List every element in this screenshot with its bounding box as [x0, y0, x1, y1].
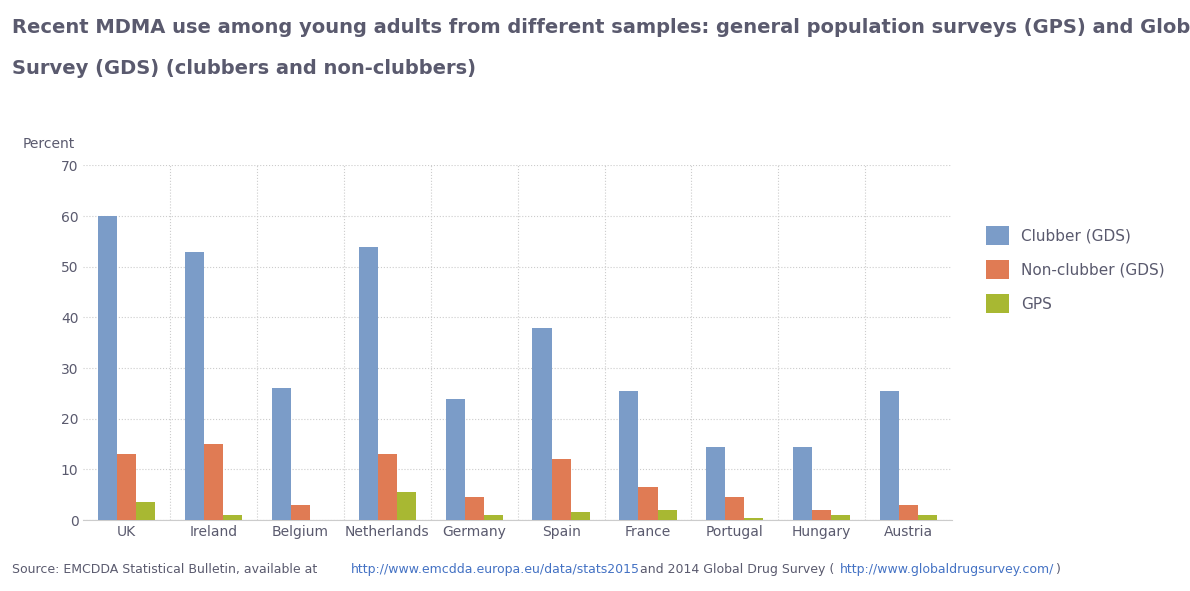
Bar	[532, 327, 551, 520]
Text: ): )	[1057, 563, 1061, 576]
Bar	[445, 398, 464, 520]
Bar	[879, 391, 898, 520]
Bar	[832, 515, 851, 520]
Bar	[184, 252, 203, 520]
Bar	[919, 515, 938, 520]
Bar	[812, 510, 832, 520]
Bar	[898, 505, 919, 520]
Bar	[464, 497, 484, 520]
Bar	[793, 447, 812, 520]
Legend: Clubber (GDS), Non-clubber (GDS), GPS: Clubber (GDS), Non-clubber (GDS), GPS	[985, 226, 1165, 313]
Bar	[397, 492, 416, 520]
Bar	[271, 388, 290, 520]
Bar	[706, 447, 725, 520]
Bar	[638, 487, 658, 520]
Bar	[619, 391, 638, 520]
Bar	[117, 454, 137, 520]
Bar	[484, 515, 503, 520]
Bar	[377, 454, 397, 520]
Text: http://www.emcdda.europa.eu/data/stats2015: http://www.emcdda.europa.eu/data/stats20…	[351, 563, 640, 576]
Text: http://www.globaldrugsurvey.com/: http://www.globaldrugsurvey.com/	[839, 563, 1054, 576]
Bar	[725, 497, 745, 520]
Bar	[203, 444, 224, 520]
Bar	[571, 512, 590, 520]
Text: Recent MDMA use among young adults from different samples: general population su: Recent MDMA use among young adults from …	[12, 18, 1190, 37]
Bar	[551, 459, 571, 520]
Text: Source: EMCDDA Statistical Bulletin, available at: Source: EMCDDA Statistical Bulletin, ava…	[12, 563, 321, 576]
Text: Survey (GDS) (clubbers and non-clubbers): Survey (GDS) (clubbers and non-clubbers)	[12, 59, 476, 78]
Bar	[224, 515, 243, 520]
Text: Percent: Percent	[23, 137, 75, 151]
Bar	[745, 518, 764, 520]
Bar	[290, 505, 311, 520]
Bar	[98, 216, 117, 520]
Text: and 2014 Global Drug Survey (: and 2014 Global Drug Survey (	[635, 563, 834, 576]
Bar	[358, 246, 377, 520]
Bar	[658, 510, 677, 520]
Bar	[137, 502, 156, 520]
